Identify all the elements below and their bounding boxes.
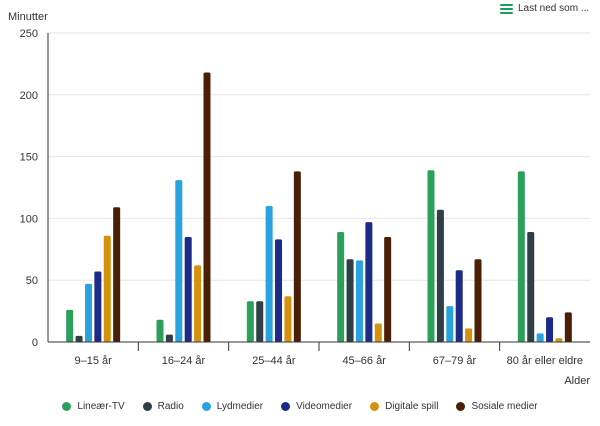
bar[interactable] (203, 72, 211, 342)
legend-swatch (62, 402, 72, 411)
bar[interactable] (536, 333, 544, 342)
bar[interactable] (175, 180, 183, 342)
legend-item[interactable]: Digitale spill (370, 401, 438, 412)
bar[interactable] (84, 283, 92, 342)
bar[interactable] (374, 323, 382, 342)
legend-item[interactable]: Sosiale medier (456, 401, 538, 412)
bar[interactable] (113, 207, 121, 342)
grid-lines (48, 32, 590, 281)
x-tick-label: 16–24 år (162, 355, 206, 367)
bar[interactable] (427, 170, 435, 342)
bar[interactable] (546, 317, 554, 342)
x-tick-label: 25–44 år (252, 355, 296, 367)
x-axis-label: Alder (564, 375, 590, 387)
bar[interactable] (156, 319, 164, 342)
legend-swatch (456, 402, 466, 411)
legend-label: Lineær-TV (77, 401, 125, 412)
bar[interactable] (436, 209, 444, 342)
y-axis-label: Minutter (8, 11, 48, 23)
y-tick-label: 250 (20, 28, 38, 40)
download-label: Last ned som ... (518, 2, 590, 14)
menu-icon (500, 3, 513, 14)
legend: Lineær-TV Radio Lydmedier Videomedier Digita… (0, 401, 600, 412)
bar[interactable] (66, 309, 74, 342)
bar[interactable] (517, 171, 525, 342)
bar[interactable] (384, 236, 392, 342)
y-tick-label: 150 (20, 152, 38, 164)
bar[interactable] (165, 334, 173, 342)
legend-swatch (142, 402, 152, 411)
bar[interactable] (246, 301, 254, 342)
bar[interactable] (275, 239, 283, 342)
bar[interactable] (355, 260, 363, 342)
bar[interactable] (346, 259, 354, 342)
x-tick-label: 80 år eller eldre (507, 355, 583, 367)
bar[interactable] (103, 235, 111, 342)
legend-swatch (201, 402, 211, 411)
x-tick-label: 67–79 år (433, 355, 477, 367)
x-tick-label: 9–15 år (75, 355, 113, 367)
bar[interactable] (265, 206, 273, 342)
legend-item[interactable]: Lydmedier (201, 401, 264, 412)
bar[interactable] (446, 306, 454, 342)
legend-label: Videomedier (296, 401, 353, 412)
legend-swatch (281, 402, 291, 411)
bar[interactable] (194, 265, 202, 342)
y-tick-label: 0 (32, 337, 38, 349)
legend-item[interactable]: Videomedier (281, 401, 352, 412)
bar[interactable] (455, 270, 463, 342)
bar[interactable] (564, 312, 572, 342)
legend-swatch (370, 402, 380, 411)
bar[interactable] (465, 328, 473, 342)
y-tick-label: 200 (20, 90, 38, 102)
bar[interactable] (256, 301, 264, 342)
legend-label: Sosiale medier (471, 401, 538, 412)
bar[interactable] (555, 338, 563, 342)
bar-series (66, 72, 572, 342)
bar[interactable] (94, 271, 102, 342)
x-tick-label: 45–66 år (342, 355, 386, 367)
legend-label: Digitale spill (385, 401, 439, 412)
legend-item[interactable]: Radio (142, 401, 184, 412)
bar[interactable] (75, 335, 83, 342)
bar[interactable] (293, 171, 301, 342)
x-axis: 9–15 år 16–24 år 25–44 år 45–66 år 67–79 år 8… (47, 33, 590, 367)
bar[interactable] (184, 236, 192, 342)
y-axis-ticks: 0 50 100 150 200 250 (20, 28, 38, 349)
legend-item[interactable]: Lineær-TV (62, 401, 125, 412)
bar[interactable] (365, 222, 373, 342)
bar[interactable] (337, 231, 345, 342)
y-tick-label: 100 (20, 213, 38, 225)
bar[interactable] (284, 296, 292, 342)
download-button[interactable]: Last ned som ... (500, 0, 589, 16)
bar[interactable] (474, 259, 482, 342)
legend-label: Radio (157, 401, 184, 412)
y-tick-label: 50 (26, 275, 38, 287)
legend-label: Lydmedier (216, 401, 264, 412)
bar[interactable] (527, 231, 535, 342)
